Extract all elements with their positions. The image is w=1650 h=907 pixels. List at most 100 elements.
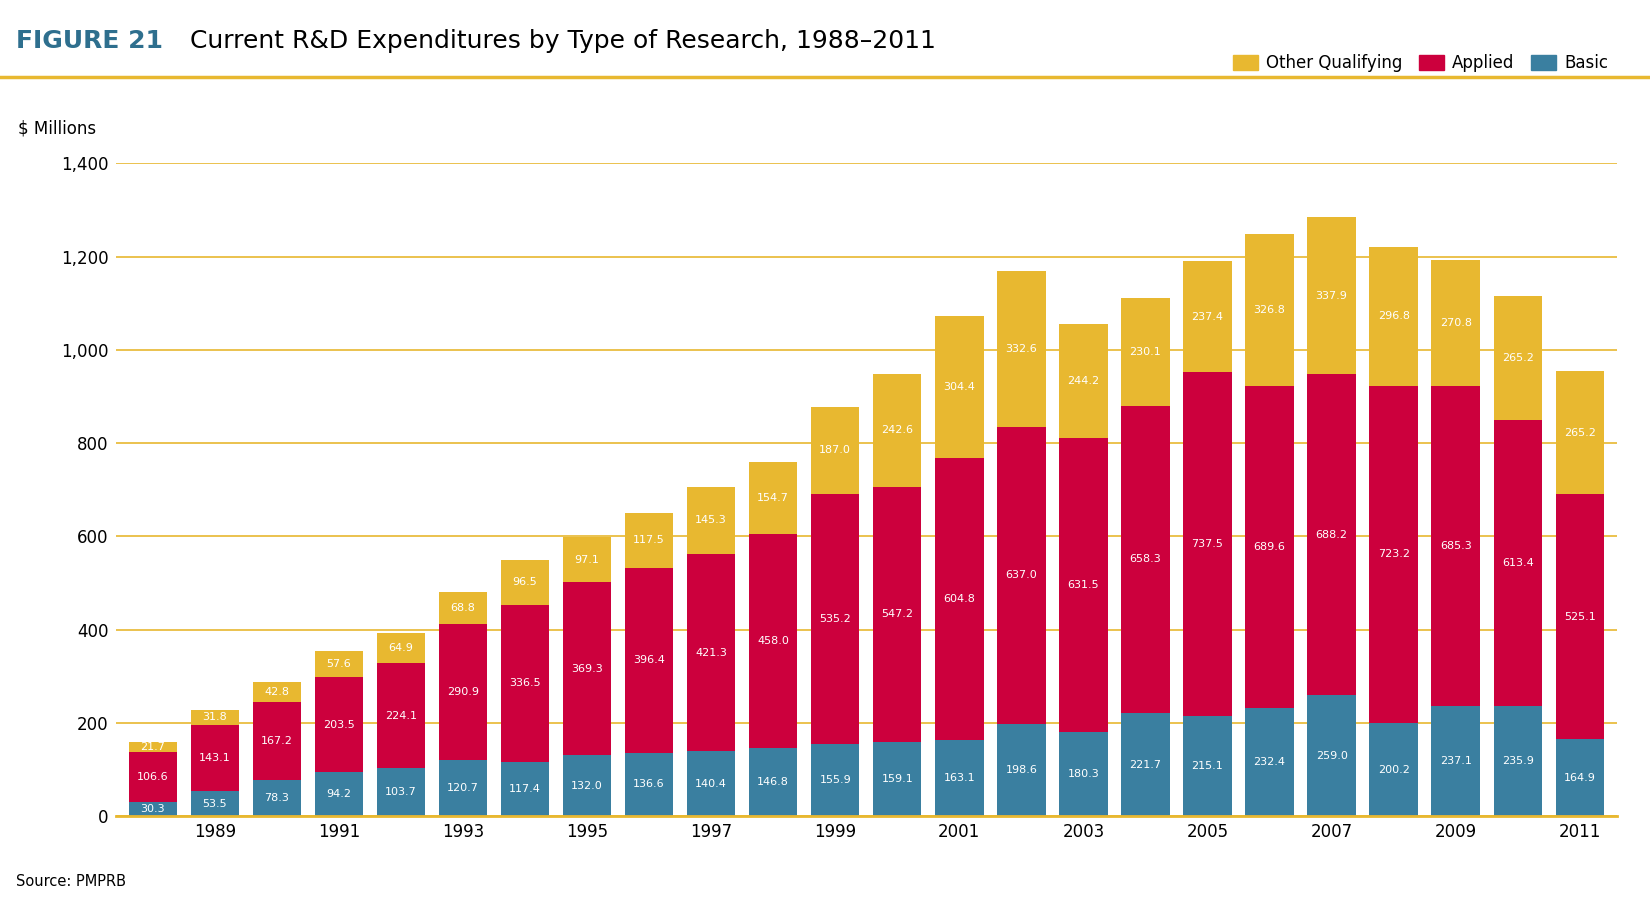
Bar xyxy=(376,663,426,768)
Text: 369.3: 369.3 xyxy=(571,664,602,674)
Text: 117.5: 117.5 xyxy=(634,535,665,545)
Text: 604.8: 604.8 xyxy=(944,594,975,604)
Bar xyxy=(686,751,736,816)
Bar xyxy=(563,582,610,755)
Bar xyxy=(1246,234,1294,386)
Bar xyxy=(1122,298,1170,405)
Text: 637.0: 637.0 xyxy=(1005,571,1038,580)
Text: 265.2: 265.2 xyxy=(1502,354,1533,364)
Text: 97.1: 97.1 xyxy=(574,555,599,565)
Bar xyxy=(1432,706,1480,816)
Text: 31.8: 31.8 xyxy=(203,712,228,722)
Bar xyxy=(502,605,549,762)
Bar xyxy=(1307,217,1356,375)
Bar xyxy=(502,560,549,605)
Text: 53.5: 53.5 xyxy=(203,799,228,809)
Bar xyxy=(812,744,860,816)
Bar xyxy=(1059,438,1107,732)
Text: 187.0: 187.0 xyxy=(820,445,851,455)
Text: 296.8: 296.8 xyxy=(1378,311,1409,321)
Text: 336.5: 336.5 xyxy=(510,678,541,688)
Text: 525.1: 525.1 xyxy=(1564,612,1596,622)
Bar xyxy=(873,487,921,742)
Bar xyxy=(749,534,797,748)
Text: 631.5: 631.5 xyxy=(1068,580,1099,590)
Bar xyxy=(936,740,983,816)
Bar xyxy=(252,702,300,780)
Text: $ Millions: $ Millions xyxy=(18,119,96,137)
Bar xyxy=(997,271,1046,426)
Text: 64.9: 64.9 xyxy=(388,643,414,653)
Text: 136.6: 136.6 xyxy=(634,779,665,789)
Bar xyxy=(1122,713,1170,816)
Bar xyxy=(812,494,860,744)
Text: 30.3: 30.3 xyxy=(140,805,165,814)
Text: 78.3: 78.3 xyxy=(264,793,289,803)
Bar xyxy=(1246,707,1294,816)
Text: 159.1: 159.1 xyxy=(881,775,912,785)
Text: FIGURE 21: FIGURE 21 xyxy=(16,29,163,53)
Bar xyxy=(1556,371,1604,494)
Bar xyxy=(997,724,1046,816)
Bar xyxy=(1493,707,1541,816)
Bar xyxy=(563,537,610,582)
Text: 94.2: 94.2 xyxy=(327,789,351,799)
Text: 688.2: 688.2 xyxy=(1315,530,1348,540)
Text: 290.9: 290.9 xyxy=(447,688,478,697)
Bar xyxy=(625,512,673,568)
Text: 224.1: 224.1 xyxy=(384,711,417,721)
Bar xyxy=(439,592,487,624)
Text: 458.0: 458.0 xyxy=(757,636,789,646)
Bar xyxy=(1246,386,1294,707)
Text: 154.7: 154.7 xyxy=(757,493,789,503)
Bar xyxy=(873,742,921,816)
Text: 180.3: 180.3 xyxy=(1068,769,1099,779)
Text: 237.4: 237.4 xyxy=(1191,312,1224,322)
Text: 235.9: 235.9 xyxy=(1502,756,1533,766)
Bar xyxy=(625,753,673,816)
Text: 215.1: 215.1 xyxy=(1191,761,1223,771)
Bar xyxy=(1183,372,1231,716)
Bar xyxy=(191,791,239,816)
Bar xyxy=(191,725,239,791)
Text: 140.4: 140.4 xyxy=(695,778,728,788)
Bar xyxy=(1432,386,1480,706)
Bar xyxy=(376,768,426,816)
Text: 232.4: 232.4 xyxy=(1254,757,1285,767)
Bar xyxy=(502,762,549,816)
Bar xyxy=(252,780,300,816)
Bar xyxy=(315,678,363,773)
Text: 547.2: 547.2 xyxy=(881,610,912,619)
Text: 21.7: 21.7 xyxy=(140,743,165,753)
Bar xyxy=(129,802,177,816)
Bar xyxy=(315,773,363,816)
Text: Current R&D Expenditures by Type of Research, 1988–2011: Current R&D Expenditures by Type of Rese… xyxy=(190,29,936,53)
Bar xyxy=(1493,420,1541,707)
Bar xyxy=(191,710,239,725)
Text: 396.4: 396.4 xyxy=(634,655,665,665)
Text: 203.5: 203.5 xyxy=(323,720,355,730)
Text: 685.3: 685.3 xyxy=(1440,541,1472,551)
Text: 146.8: 146.8 xyxy=(757,777,789,787)
Bar xyxy=(749,748,797,816)
Bar xyxy=(873,374,921,487)
Text: 270.8: 270.8 xyxy=(1440,317,1472,328)
Bar xyxy=(1183,261,1231,372)
Text: 221.7: 221.7 xyxy=(1130,759,1162,770)
Text: 103.7: 103.7 xyxy=(384,787,417,797)
Text: 242.6: 242.6 xyxy=(881,425,912,435)
Bar xyxy=(376,633,426,663)
Text: 167.2: 167.2 xyxy=(261,736,292,746)
Text: 163.1: 163.1 xyxy=(944,774,975,784)
Bar xyxy=(686,554,736,751)
Bar xyxy=(439,760,487,816)
Text: 421.3: 421.3 xyxy=(695,648,728,658)
Text: 658.3: 658.3 xyxy=(1130,554,1162,564)
Bar xyxy=(936,458,983,740)
Text: 164.9: 164.9 xyxy=(1564,773,1596,783)
Bar xyxy=(1307,696,1356,816)
Bar xyxy=(1370,385,1417,723)
Bar xyxy=(1059,324,1107,438)
Text: 96.5: 96.5 xyxy=(513,577,538,587)
Text: 132.0: 132.0 xyxy=(571,781,602,791)
